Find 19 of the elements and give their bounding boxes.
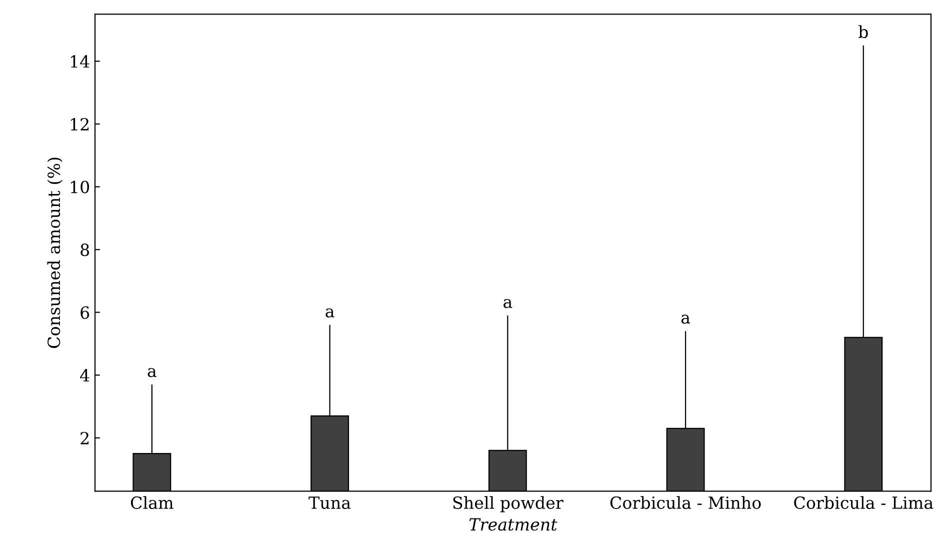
y-tick-label: 10 xyxy=(70,180,90,194)
x-axis-title: Treatment xyxy=(469,518,558,531)
x-tick-label: Corbicula - Minho xyxy=(610,496,761,509)
x-tick-label: Corbicula - Lima xyxy=(794,496,934,509)
x-tick-label: Tuna xyxy=(308,496,351,509)
y-tick-label: 14 xyxy=(70,55,90,68)
annotation: b xyxy=(858,25,868,38)
y-tick-label: 2 xyxy=(80,432,89,444)
annotation: a xyxy=(681,314,690,324)
y-tick-label: 6 xyxy=(80,306,90,319)
y-tick-label: 12 xyxy=(70,118,89,130)
x-tick-label: Shell powder xyxy=(453,496,564,512)
annotation: a xyxy=(148,368,156,378)
annotation: a xyxy=(326,308,334,318)
y-tick-label: 4 xyxy=(80,369,90,382)
y-tick-label: 8 xyxy=(80,244,90,256)
y-axis-title: Consumed amount (%) xyxy=(47,158,63,348)
annotation: a xyxy=(504,298,512,308)
x-tick-label: Clam xyxy=(130,496,174,509)
